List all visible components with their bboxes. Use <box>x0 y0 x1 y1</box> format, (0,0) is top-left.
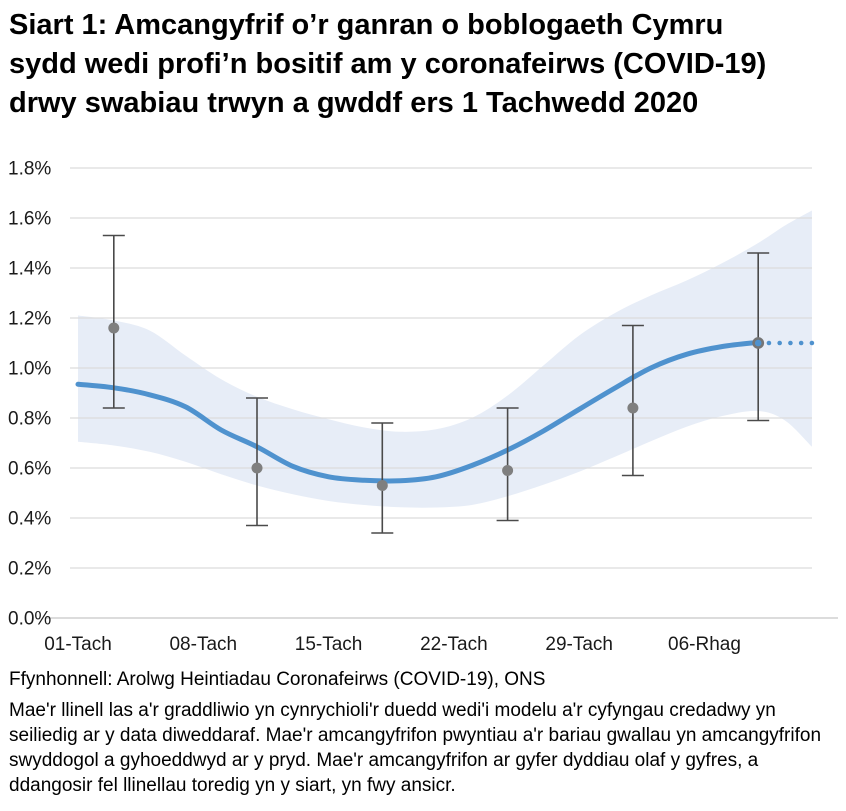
positivity-trend-chart: 0.0% 0.2% 0.4% 0.6% 0.8% 1.0% 1.2% 1.4% 1.6% 1.8%… <box>8 159 838 655</box>
x-tick-label: 06-Rhag <box>668 634 741 655</box>
estimate-point <box>502 465 514 476</box>
x-tick-label: 01-Tach <box>44 634 112 655</box>
x-axis-labels: 01-Tach 08-Tach 15-Tach 22-Tach 29-Tach 06-Rh… <box>44 634 741 655</box>
trend-line <box>75 339 761 484</box>
y-tick-label: 1.6% <box>8 209 51 230</box>
dotted-trend-line <box>766 340 815 346</box>
estimate-point <box>251 462 263 474</box>
chart-title-line-2: sydd wedi profi’n bositif am y coronafei… <box>9 48 767 80</box>
estimate-point-final <box>752 337 765 349</box>
y-tick-label: 1.0% <box>8 359 51 380</box>
chart-title-line-3: drwy swabiau trwyn a gwddf ers 1 Tachwed… <box>9 87 699 119</box>
y-tick-label: 0.0% <box>8 609 51 630</box>
dotted-line-dot <box>788 340 793 346</box>
x-tick-label: 15-Tach <box>295 634 363 655</box>
error-bars <box>102 234 770 534</box>
estimate-points <box>108 322 765 491</box>
error-bar <box>747 252 770 422</box>
y-axis-labels: 0.0% 0.2% 0.4% 0.6% 0.8% 1.0% 1.2% 1.4% 1.6% 1.8% <box>8 159 51 630</box>
y-tick-label: 1.8% <box>8 159 51 180</box>
chart-title: Siart 1: Amcangyfrif o’r ganran o boblog… <box>9 6 819 123</box>
error-bar <box>496 407 519 522</box>
estimate-point <box>376 480 388 491</box>
error-bar <box>246 397 268 527</box>
error-bar <box>371 422 394 534</box>
estimate-point <box>627 402 639 414</box>
chart-title-line-1: Siart 1: Amcangyfrif o’r ganran o boblog… <box>9 9 724 41</box>
y-tick-label: 0.6% <box>8 459 51 480</box>
dotted-line-dot <box>809 340 815 346</box>
credible-band <box>78 210 812 508</box>
x-tick-label: 08-Tach <box>169 634 237 655</box>
dotted-line-dot <box>766 340 772 346</box>
error-bar <box>102 234 125 409</box>
dotted-line-dot <box>798 340 804 346</box>
error-bar <box>621 324 644 477</box>
dotted-line-dot <box>777 340 782 346</box>
source-note: Ffynhonnell: Arolwg Heintiadau Coronafei… <box>9 669 546 690</box>
y-tick-label: 0.2% <box>8 559 51 580</box>
methodology-note: Mae'r llinell las a'r graddliwio yn cynr… <box>9 700 822 796</box>
y-tick-label: 0.4% <box>8 509 51 530</box>
x-tick-label: 22-Tach <box>420 634 488 655</box>
y-tick-label: 1.2% <box>8 309 51 330</box>
x-tick-label: 29-Tach <box>545 634 613 655</box>
estimate-point <box>108 322 120 334</box>
y-tick-label: 0.8% <box>8 409 51 430</box>
chart-footer: Ffynhonnell: Arolwg Heintiadau Coronafei… <box>9 667 839 798</box>
y-tick-label: 1.4% <box>8 259 51 280</box>
gridlines <box>45 167 838 619</box>
